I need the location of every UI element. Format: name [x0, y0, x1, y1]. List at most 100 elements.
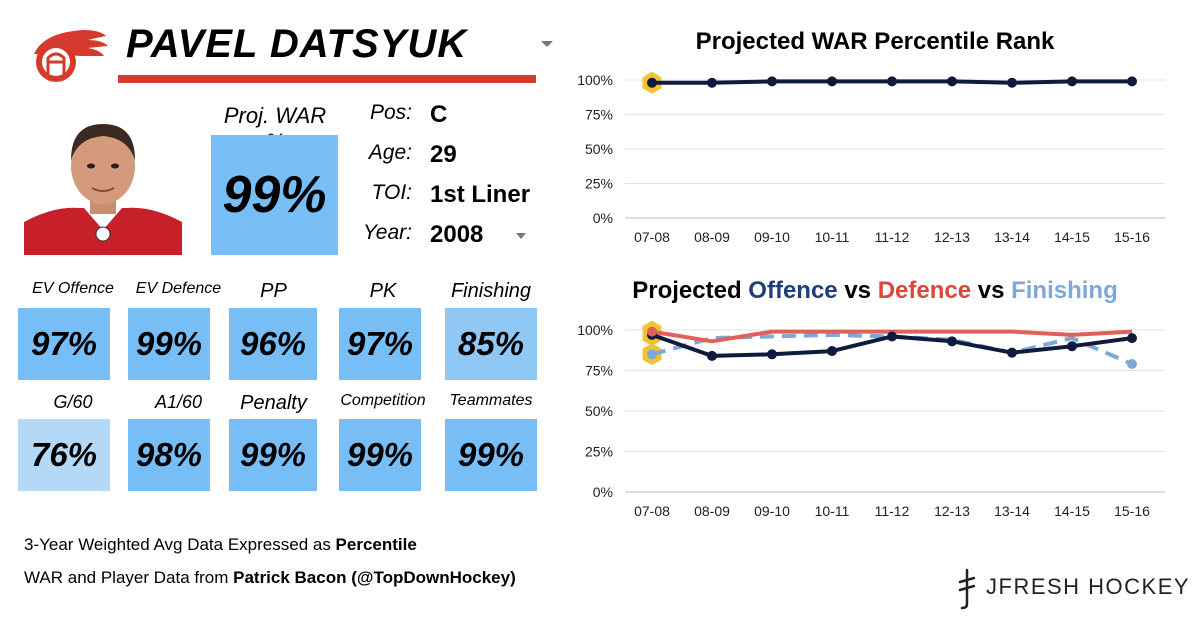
- data-point: [767, 349, 777, 360]
- y-tick-label: 75%: [585, 107, 613, 123]
- x-tick-label: 13-14: [994, 503, 1030, 519]
- data-point: [647, 349, 657, 360]
- info-value: 1st Liner: [430, 181, 531, 208]
- metric-value: 99%: [135, 325, 203, 362]
- title-part-finishing: Finishing: [1011, 277, 1118, 304]
- metric-label: Finishing: [450, 280, 532, 302]
- data-point: [947, 76, 957, 87]
- info-key: Age:: [368, 141, 412, 164]
- x-tick-label: 10-11: [815, 503, 850, 519]
- metric-box: 96%: [229, 308, 317, 380]
- data-point: [647, 77, 657, 88]
- info-row-year[interactable]: Year: 2008: [360, 221, 560, 255]
- title-part-vs-2: vs: [971, 277, 1012, 304]
- x-tick-label: 15-16: [1114, 229, 1150, 245]
- data-point: [887, 76, 897, 87]
- y-tick-label: 25%: [585, 176, 613, 192]
- data-point: [887, 331, 897, 342]
- title-part-defence: Defence: [877, 277, 972, 304]
- x-tick-label: 09-10: [754, 503, 790, 519]
- footer-line-2-bold: Patrick Bacon (@TopDownHockey): [233, 568, 516, 587]
- metric-box: 97%: [18, 308, 110, 380]
- metric-label: PK: [369, 280, 397, 302]
- x-tick-label: 10-11: [815, 229, 850, 245]
- info-key: Pos:: [369, 101, 412, 124]
- metric-box: 97%: [339, 308, 421, 380]
- metric-value: 99%: [346, 436, 414, 473]
- data-point: [947, 336, 957, 347]
- name-underline-bar: [118, 75, 536, 83]
- metric-value: 76%: [30, 436, 98, 473]
- y-tick-label: 25%: [585, 444, 613, 460]
- metric-label: Competition: [340, 392, 426, 409]
- metric-value: 97%: [30, 325, 98, 362]
- y-tick-label: 50%: [585, 141, 613, 157]
- x-tick-label: 15-16: [1114, 503, 1150, 519]
- data-point: [707, 350, 717, 361]
- y-tick-label: 0%: [593, 484, 613, 500]
- x-tick-label: 07-08: [634, 229, 670, 245]
- info-value[interactable]: 2008: [430, 221, 484, 248]
- player-dropdown-chevron-icon[interactable]: [538, 36, 556, 52]
- data-point: [1127, 76, 1137, 87]
- data-point: [1007, 347, 1017, 358]
- metric-value: 98%: [135, 436, 203, 473]
- metric-box: 76%: [18, 419, 110, 491]
- footer-line-2-prefix: WAR and Player Data from: [24, 568, 234, 587]
- player-photo: [24, 110, 182, 255]
- x-tick-label: 08-09: [694, 229, 730, 245]
- year-dropdown-chevron-icon[interactable]: [514, 231, 528, 241]
- footer-line-2: WAR and Player Data from Patrick Bacon (…: [24, 568, 516, 588]
- info-value: 29: [430, 141, 457, 168]
- title-part-vs-1: vs: [837, 277, 878, 304]
- metric-label: EV Defence: [135, 280, 222, 297]
- red-wings-logo-icon: [34, 30, 108, 82]
- metric-value: 99%: [457, 436, 525, 473]
- x-tick-label: 09-10: [754, 229, 790, 245]
- y-tick-label: 100%: [577, 72, 613, 88]
- metric-box: 99%: [445, 419, 537, 491]
- x-tick-label: 12-13: [934, 229, 970, 245]
- data-point: [1127, 359, 1137, 370]
- metric-box: 85%: [445, 308, 537, 380]
- x-tick-label: 11-12: [875, 503, 910, 519]
- metric-value: 96%: [239, 325, 307, 362]
- data-point: [1007, 77, 1017, 88]
- jfresh-logo-icon: [958, 568, 976, 610]
- info-row-toi: TOI: 1st Liner: [360, 181, 560, 215]
- info-row-pos: Pos: C: [360, 101, 560, 135]
- proj-war-value: 99%: [222, 166, 327, 224]
- x-tick-label: 12-13: [934, 503, 970, 519]
- metric-value: 97%: [346, 325, 414, 362]
- y-tick-label: 75%: [585, 363, 613, 379]
- data-point: [1067, 76, 1077, 87]
- metric-box: 99%: [128, 308, 210, 380]
- x-tick-label: 08-09: [694, 503, 730, 519]
- war-percentile-chart: 0% 25% 50% 75% 100% 07-08 08-09 09-10 10-11 11-12…: [577, 71, 1165, 245]
- metric-label: Penalty: [240, 392, 307, 414]
- footer-line-1-bold: Percentile: [335, 535, 417, 554]
- split-percentile-chart: 0% 25% 50% 75% 100% 07-08 08-09 09-10 10-11 11-12…: [577, 320, 1165, 519]
- data-point: [647, 326, 657, 337]
- war-chart-title: Projected WAR Percentile Rank: [695, 28, 1055, 55]
- metric-box: 99%: [339, 419, 421, 491]
- metric-value: 85%: [457, 325, 525, 362]
- metric-label: G/60: [53, 392, 93, 412]
- metric-value: 99%: [239, 436, 307, 473]
- metric-label: A1/60: [154, 392, 203, 412]
- y-tick-label: 50%: [585, 403, 613, 419]
- proj-war-box: 99%: [211, 135, 338, 255]
- metric-box: 99%: [229, 419, 317, 491]
- brand-name: JFRESH HOCKEY: [986, 574, 1191, 599]
- data-point: [767, 76, 777, 87]
- footer-line-1-prefix: 3-Year Weighted Avg Data Expressed as: [24, 535, 336, 554]
- data-point: [1127, 333, 1137, 344]
- x-tick-label: 14-15: [1054, 229, 1090, 245]
- data-point: [707, 77, 717, 88]
- x-tick-label: 07-08: [634, 503, 670, 519]
- metric-label: Teammates: [449, 392, 533, 409]
- title-part-offence: Offence: [748, 277, 838, 304]
- info-row-age: Age: 29: [360, 141, 560, 175]
- metric-label: EV Offence: [32, 280, 114, 297]
- x-tick-label: 13-14: [994, 229, 1030, 245]
